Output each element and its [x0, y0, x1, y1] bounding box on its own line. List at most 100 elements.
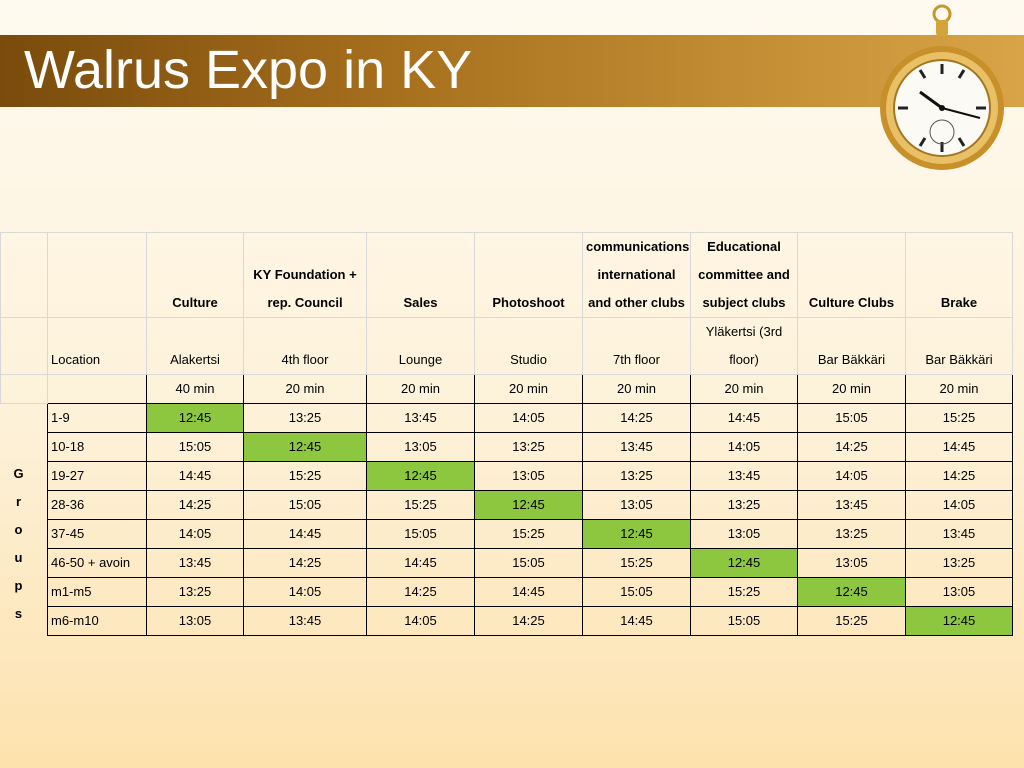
time-cell: 15:25 — [582, 548, 691, 578]
time-cell: 14:25 — [146, 490, 244, 520]
location-cell: Bar Bäkkäri — [797, 317, 906, 375]
time-cell: 13:05 — [797, 548, 906, 578]
time-cell: 12:45 — [905, 606, 1013, 636]
time-cell: 13:05 — [146, 606, 244, 636]
location-cell: Bar Bäkkäri — [905, 317, 1013, 375]
duration-row: 40 min 20 min 20 min 20 min 20 min 20 min 20 m… — [0, 374, 1013, 404]
duration-cell: 20 min — [366, 374, 475, 404]
duration-cell: 40 min — [146, 374, 244, 404]
time-cell: 14:45 — [582, 606, 691, 636]
empty-cell — [0, 232, 48, 318]
time-cell: 14:05 — [146, 519, 244, 549]
group-name: 19-27 — [47, 461, 147, 491]
time-cell: 14:25 — [905, 461, 1013, 491]
location-cell: Yläkertsi (3rd floor) — [690, 317, 798, 375]
time-cell: 13:45 — [243, 606, 367, 636]
time-cell: 12:45 — [582, 519, 691, 549]
time-cell: 15:05 — [243, 490, 367, 520]
location-cell: 4th floor — [243, 317, 367, 375]
time-cell: 15:25 — [797, 606, 906, 636]
group-row: 46-50 + avoin 13:45 14:25 14:45 15:05 15:25 12… — [1, 548, 1013, 578]
location-cell: Studio — [474, 317, 583, 375]
column-header: Brake — [905, 232, 1013, 318]
time-cell: 14:05 — [243, 577, 367, 607]
group-name: 10-18 — [47, 432, 147, 462]
time-cell: 14:05 — [474, 403, 583, 433]
time-cell: 12:45 — [243, 432, 367, 462]
group-row: 37-45 14:05 14:45 15:05 15:25 12:45 13:05 13:25… — [1, 519, 1013, 549]
time-cell: 13:05 — [366, 432, 475, 462]
time-cell: 13:25 — [905, 548, 1013, 578]
group-row: 28-36 14:25 15:05 15:25 12:45 13:05 13:25 13:45… — [1, 490, 1013, 520]
time-cell: 15:25 — [243, 461, 367, 491]
time-cell: 14:05 — [797, 461, 906, 491]
column-header: Culture Clubs — [797, 232, 906, 318]
schedule-table: Culture KY Foundation + rep. Council Sales… — [0, 232, 1013, 636]
slide-title: Walrus Expo in KY — [24, 40, 473, 100]
column-header: KY Foundation + rep. Council — [243, 232, 367, 318]
time-cell: 15:05 — [582, 577, 691, 607]
time-cell: 13:25 — [797, 519, 906, 549]
empty-cell — [47, 374, 147, 404]
time-cell: 13:45 — [905, 519, 1013, 549]
time-cell: 13:45 — [690, 461, 798, 491]
group-name: 46-50 + avoin — [47, 548, 147, 578]
time-cell: 14:25 — [474, 606, 583, 636]
time-cell: 14:25 — [582, 403, 691, 433]
group-row: 19-27 14:45 15:25 12:45 13:05 13:25 13:45 14:05… — [1, 461, 1013, 491]
time-cell: 12:45 — [797, 577, 906, 607]
time-cell: 15:25 — [474, 519, 583, 549]
duration-cell: 20 min — [690, 374, 798, 404]
group-row: Groups 1-9 12:45 13:25 13:45 14:05 14:25 14:45 1… — [1, 403, 1013, 621]
location-cell: Alakertsi — [146, 317, 244, 375]
time-cell: 14:05 — [905, 490, 1013, 520]
empty-cell — [47, 232, 147, 318]
column-header: Educational committee and subject clubs — [690, 232, 798, 318]
group-row: 10-18 15:05 12:45 13:05 13:25 13:45 14:05 14:25… — [1, 432, 1013, 462]
time-cell: 14:45 — [905, 432, 1013, 462]
time-cell: 15:25 — [366, 490, 475, 520]
time-cell: 13:25 — [474, 432, 583, 462]
group-name: 1-9 — [47, 403, 147, 433]
groups-label: Groups — [13, 466, 24, 621]
empty-cell — [0, 317, 48, 375]
time-cell: 13:05 — [474, 461, 583, 491]
time-cell: 15:05 — [797, 403, 906, 433]
time-cell: 14:05 — [690, 432, 798, 462]
group-name: 37-45 — [47, 519, 147, 549]
group-row: m1-m5 13:25 14:05 14:25 14:45 15:05 15:25 12:45… — [1, 577, 1013, 607]
groups-cell: Groups — [1, 404, 48, 636]
time-cell: 14:45 — [243, 519, 367, 549]
time-cell: 13:05 — [905, 577, 1013, 607]
group-name: m6-m10 — [47, 606, 147, 636]
time-cell: 12:45 — [474, 490, 583, 520]
time-cell: 14:25 — [366, 577, 475, 607]
time-cell: 15:05 — [146, 432, 244, 462]
time-cell: 15:05 — [690, 606, 798, 636]
time-cell: 14:25 — [797, 432, 906, 462]
time-cell: 15:05 — [474, 548, 583, 578]
header-row: Culture KY Foundation + rep. Council Sales… — [0, 232, 1013, 318]
duration-cell: 20 min — [905, 374, 1013, 404]
time-cell: 13:25 — [146, 577, 244, 607]
time-cell: 14:25 — [243, 548, 367, 578]
time-cell: 13:45 — [366, 403, 475, 433]
time-cell: 13:45 — [797, 490, 906, 520]
duration-cell: 20 min — [474, 374, 583, 404]
empty-cell — [0, 374, 48, 404]
time-cell: 14:45 — [146, 461, 244, 491]
time-cell: 14:05 — [366, 606, 475, 636]
time-cell: 12:45 — [690, 548, 798, 578]
time-cell: 12:45 — [146, 403, 244, 433]
column-header: Culture — [146, 232, 244, 318]
time-cell: 13:05 — [582, 490, 691, 520]
time-cell: 15:25 — [905, 403, 1013, 433]
duration-cell: 20 min — [797, 374, 906, 404]
column-header: Sales — [366, 232, 475, 318]
title-bar — [0, 35, 1024, 107]
time-cell: 15:25 — [690, 577, 798, 607]
group-row: m6-m10 13:05 13:45 14:05 14:25 14:45 15:05 15:2… — [1, 606, 1013, 636]
time-cell: 13:25 — [690, 490, 798, 520]
time-cell: 14:45 — [690, 403, 798, 433]
